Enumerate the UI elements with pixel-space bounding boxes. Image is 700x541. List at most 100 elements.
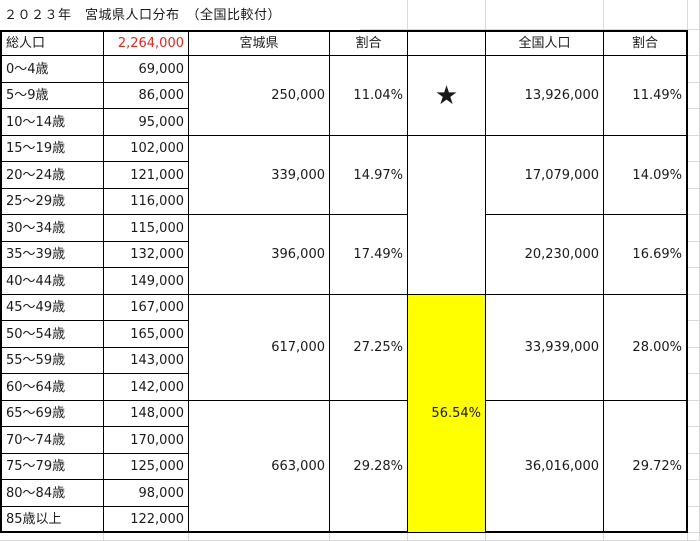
age-value[interactable]: 115,000	[104, 215, 189, 242]
national-group-ratio[interactable]: 14.09%	[604, 136, 688, 215]
grid-cell[interactable]	[486, 0, 604, 30]
age-label[interactable]: 30〜34歳	[0, 215, 104, 242]
grid-cell[interactable]	[688, 242, 700, 268]
age-value[interactable]: 149,000	[104, 268, 189, 295]
age-label[interactable]: 85歳以上	[0, 507, 104, 533]
miyagi-group-ratio[interactable]: 17.49%	[330, 215, 408, 295]
sheet-title[interactable]: ２０２３年 宮城県人口分布 （全国比較付）	[0, 0, 360, 30]
miyagi-group-ratio[interactable]: 27.25%	[330, 295, 408, 401]
marker-empty[interactable]	[408, 136, 486, 215]
total-population-value[interactable]: 2,264,000	[104, 30, 189, 56]
grid-cell[interactable]	[688, 533, 700, 541]
age-value[interactable]: 165,000	[104, 321, 189, 348]
age-label[interactable]: 55〜59歳	[0, 348, 104, 374]
grid-cell[interactable]	[486, 533, 604, 541]
age-label[interactable]: 75〜79歳	[0, 454, 104, 480]
age-label[interactable]: 35〜39歳	[0, 242, 104, 268]
national-group-ratio[interactable]: 28.00%	[604, 295, 688, 401]
age-value[interactable]: 143,000	[104, 348, 189, 374]
miyagi-group-population[interactable]: 339,000	[189, 136, 330, 215]
age-value[interactable]: 142,000	[104, 374, 189, 401]
grid-cell[interactable]	[189, 533, 330, 541]
highlight-ratio-cell[interactable]: 56.54%	[408, 295, 486, 533]
national-group-population[interactable]: 33,939,000	[486, 295, 604, 401]
grid-cell[interactable]	[688, 454, 700, 480]
national-group-population[interactable]: 17,079,000	[486, 136, 604, 215]
grid-cell[interactable]	[688, 189, 700, 215]
age-label[interactable]: 80〜84歳	[0, 480, 104, 507]
grid-cell[interactable]	[688, 480, 700, 507]
grid-cell[interactable]	[330, 0, 408, 30]
age-label[interactable]: 60〜64歳	[0, 374, 104, 401]
grid-cell[interactable]	[688, 30, 700, 56]
miyagi-group-ratio[interactable]: 29.28%	[330, 401, 408, 533]
header-national-population[interactable]: 全国人口	[486, 30, 604, 56]
grid-cell[interactable]	[688, 109, 700, 136]
age-label[interactable]: 45〜49歳	[0, 295, 104, 321]
grid-cell[interactable]	[688, 56, 700, 83]
age-value[interactable]: 102,000	[104, 136, 189, 162]
age-label[interactable]: 10〜14歳	[0, 109, 104, 136]
grid-cell[interactable]	[408, 0, 486, 30]
grid-cell[interactable]	[688, 321, 700, 348]
header-marker-column[interactable]	[408, 30, 486, 56]
age-value[interactable]: 167,000	[104, 295, 189, 321]
national-group-population[interactable]: 13,926,000	[486, 56, 604, 136]
age-label[interactable]: 40〜44歳	[0, 268, 104, 295]
age-label[interactable]: 70〜74歳	[0, 427, 104, 454]
grid-cell[interactable]	[330, 533, 408, 541]
grid-cell[interactable]	[0, 533, 104, 541]
star-marker[interactable]: ★	[408, 56, 486, 136]
grid-cell[interactable]	[104, 533, 189, 541]
grid-cell[interactable]	[688, 268, 700, 295]
age-value[interactable]: 122,000	[104, 507, 189, 533]
miyagi-group-ratio[interactable]: 14.97%	[330, 136, 408, 215]
age-value[interactable]: 86,000	[104, 83, 189, 109]
grid-cell[interactable]	[604, 533, 688, 541]
national-group-population[interactable]: 36,016,000	[486, 401, 604, 533]
age-label[interactable]: 5〜9歳	[0, 83, 104, 109]
age-value[interactable]: 132,000	[104, 242, 189, 268]
age-value[interactable]: 170,000	[104, 427, 189, 454]
header-ratio[interactable]: 割合	[330, 30, 408, 56]
age-value[interactable]: 148,000	[104, 401, 189, 427]
grid-cell[interactable]	[688, 427, 700, 454]
total-population-label[interactable]: 総人口	[0, 30, 104, 56]
age-value[interactable]: 69,000	[104, 56, 189, 83]
national-group-ratio[interactable]: 11.49%	[604, 56, 688, 136]
age-label[interactable]: 50〜54歳	[0, 321, 104, 348]
grid-cell[interactable]	[688, 374, 700, 401]
miyagi-group-ratio[interactable]: 11.04%	[330, 56, 408, 136]
national-group-population[interactable]: 20,230,000	[486, 215, 604, 295]
grid-cell[interactable]	[688, 348, 700, 374]
grid-cell[interactable]	[688, 507, 700, 533]
grid-cell[interactable]	[688, 295, 700, 321]
grid-cell[interactable]	[688, 162, 700, 189]
age-value[interactable]: 125,000	[104, 454, 189, 480]
national-group-ratio[interactable]: 29.72%	[604, 401, 688, 533]
age-label[interactable]: 0〜4歳	[0, 56, 104, 83]
grid-cell[interactable]	[688, 215, 700, 242]
grid-cell[interactable]	[604, 0, 688, 30]
age-label[interactable]: 15〜19歳	[0, 136, 104, 162]
age-label[interactable]: 25〜29歳	[0, 189, 104, 215]
age-value[interactable]: 121,000	[104, 162, 189, 189]
grid-cell[interactable]	[688, 401, 700, 427]
age-value[interactable]: 98,000	[104, 480, 189, 507]
header-national-ratio[interactable]: 割合	[604, 30, 688, 56]
header-miyagi[interactable]: 宮城県	[189, 30, 330, 56]
miyagi-group-population[interactable]: 396,000	[189, 215, 330, 295]
marker-empty[interactable]	[408, 215, 486, 295]
miyagi-group-population[interactable]: 663,000	[189, 401, 330, 533]
grid-cell[interactable]	[408, 533, 486, 541]
age-value[interactable]: 95,000	[104, 109, 189, 136]
grid-cell[interactable]	[688, 83, 700, 109]
grid-cell[interactable]	[688, 0, 700, 30]
age-value[interactable]: 116,000	[104, 189, 189, 215]
national-group-ratio[interactable]: 16.69%	[604, 215, 688, 295]
miyagi-group-population[interactable]: 617,000	[189, 295, 330, 401]
age-label[interactable]: 20〜24歳	[0, 162, 104, 189]
age-label[interactable]: 65〜69歳	[0, 401, 104, 427]
grid-cell[interactable]	[688, 136, 700, 162]
miyagi-group-population[interactable]: 250,000	[189, 56, 330, 136]
